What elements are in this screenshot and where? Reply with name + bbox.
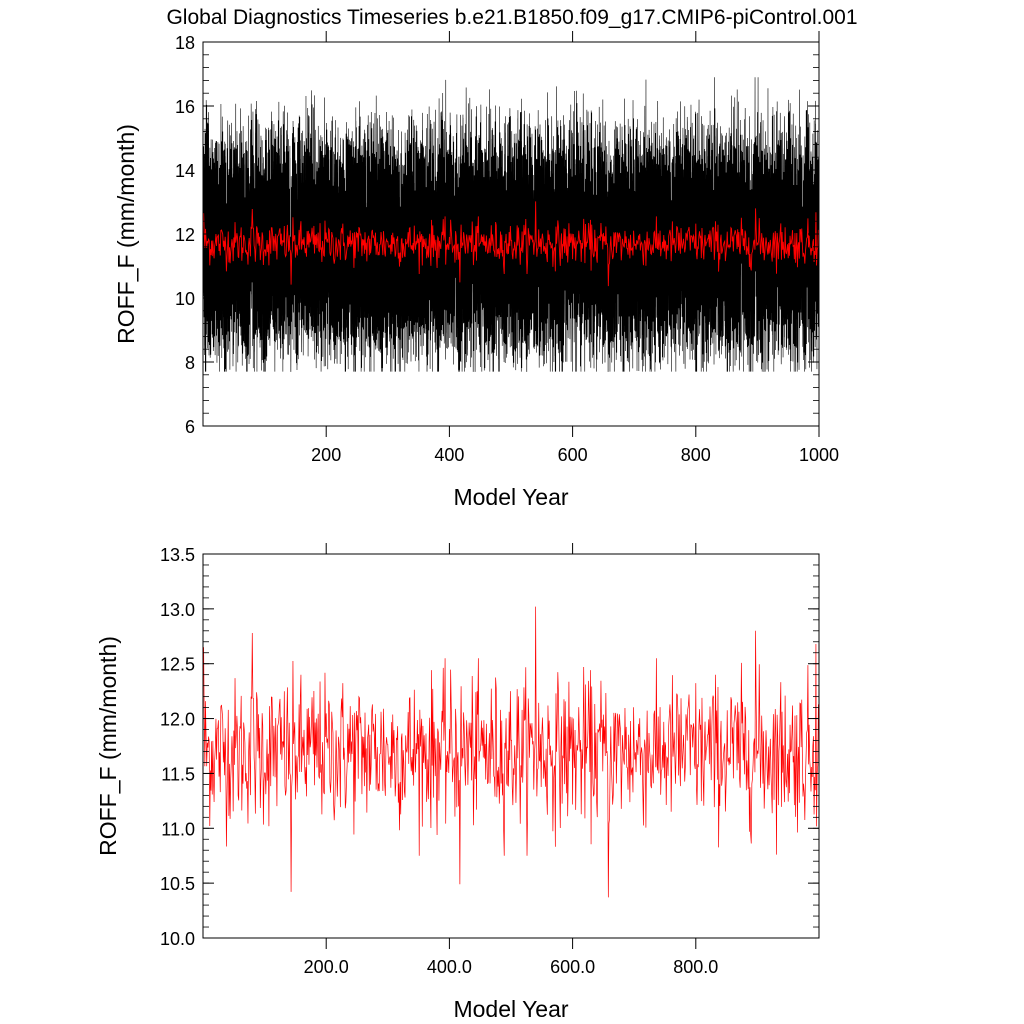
bottom-y-tick-label: 13.0	[160, 600, 195, 620]
bottom-panel: 10.0 10.5 11.0 11.5 12.0 12.5 13.0 13.5 200.0 400…	[95, 543, 820, 1022]
bottom-tick-layer: 10.0 10.5 11.0 11.5 12.0 12.5 13.0 13.5 200.0 400…	[160, 543, 819, 977]
top-x-tick-label: 800	[681, 445, 711, 465]
bottom-y-tick-label: 11.5	[161, 764, 195, 784]
bottom-y-tick-label: 10.5	[160, 874, 195, 894]
top-x-tick-label: 1000	[799, 445, 839, 465]
top-x-axis-label: Model Year	[453, 484, 568, 510]
bottom-y-axis-label: ROFF_F (mm/month)	[95, 636, 121, 856]
top-tick-layer: 6 8 10 12 14 16 18 200 400 600 800 1000	[175, 31, 839, 465]
top-series-layer	[202, 77, 820, 372]
bottom-y-tick-label: 11.0	[161, 819, 195, 839]
top-x-tick-label: 200	[311, 445, 341, 465]
top-y-tick-label: 6	[185, 417, 195, 437]
bottom-x-axis-label: Model Year	[453, 996, 568, 1022]
bottom-y-tick-label: 13.5	[160, 545, 195, 565]
top-annual-series-line	[203, 201, 820, 287]
top-y-tick-label: 18	[175, 33, 195, 53]
top-y-tick-label: 16	[175, 97, 195, 117]
bottom-x-tick-label: 600.0	[550, 957, 595, 977]
top-y-tick-label: 8	[185, 353, 195, 373]
bottom-plot-frame	[202, 553, 820, 939]
bottom-x-tick-label: 200.0	[304, 957, 349, 977]
top-x-tick-label: 400	[434, 445, 464, 465]
bottom-y-tick-label: 12.0	[160, 710, 195, 730]
monthly-series-line	[202, 77, 820, 372]
bottom-series-layer	[203, 606, 820, 898]
top-y-axis-label: ROFF_F (mm/month)	[113, 124, 139, 344]
chart-title: Global Diagnostics Timeseries b.e21.B185…	[166, 6, 857, 29]
top-x-tick-label: 600	[558, 445, 588, 465]
top-y-tick-label: 12	[175, 225, 195, 245]
bottom-y-tick-label: 10.0	[160, 929, 195, 949]
bottom-x-tick-label: 400.0	[427, 957, 472, 977]
bottom-x-tick-label: 800.0	[673, 957, 718, 977]
top-y-tick-label: 10	[175, 289, 195, 309]
bottom-annual-series-line	[203, 606, 820, 898]
bottom-y-tick-label: 12.5	[160, 655, 195, 675]
top-y-tick-label: 14	[175, 161, 195, 181]
